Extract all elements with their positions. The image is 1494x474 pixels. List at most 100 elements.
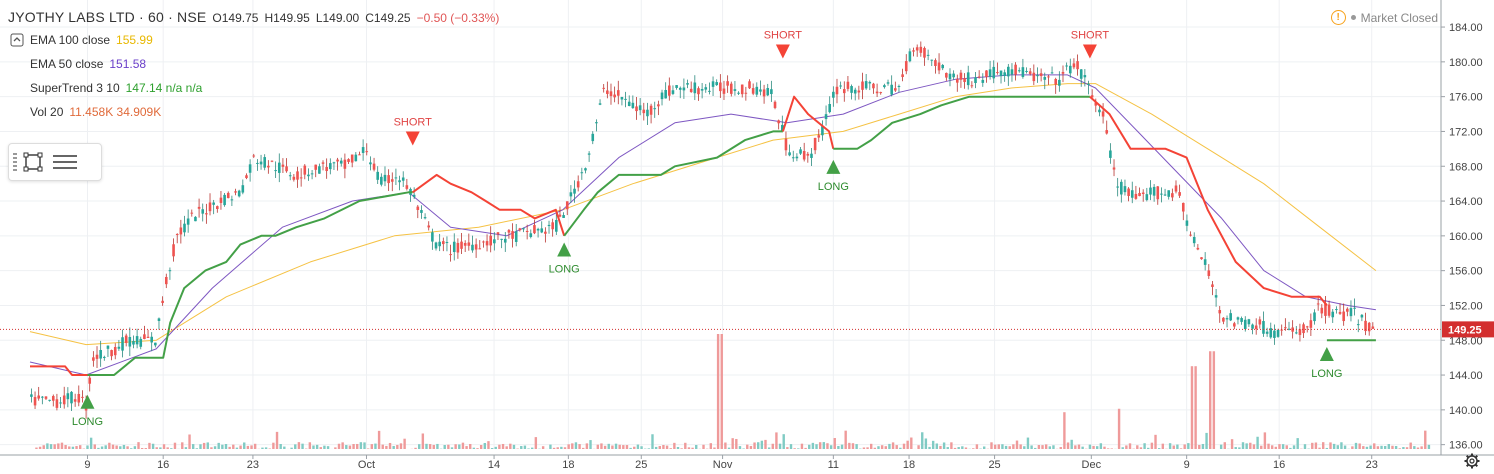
- candle-body: [1068, 65, 1072, 74]
- candle-body: [456, 242, 460, 253]
- volume-bar: [341, 442, 344, 449]
- candle-body: [347, 159, 350, 162]
- volume-bar: [775, 432, 778, 449]
- legend-ema100[interactable]: EMA 100 close 155.99: [10, 33, 153, 47]
- volume-bar: [917, 445, 920, 449]
- volume-bar: [1336, 445, 1339, 449]
- volume-bar: [636, 444, 640, 449]
- drag-handle-icon[interactable]: [13, 153, 17, 171]
- volume-bar: [60, 442, 64, 449]
- volume-bar: [505, 446, 508, 449]
- volume-bar: [687, 447, 691, 449]
- volume-bar: [1026, 437, 1030, 449]
- candle-body: [624, 98, 627, 100]
- legend-volume[interactable]: Vol 20 11.458K 34.909K: [10, 105, 161, 119]
- candle-body: [934, 60, 937, 67]
- volume-bar: [250, 445, 253, 449]
- volume-bar: [1416, 447, 1420, 449]
- candle-body: [489, 235, 492, 246]
- candle-body: [1320, 307, 1324, 314]
- candle-body: [1247, 319, 1251, 325]
- candle-body: [802, 151, 806, 160]
- candle-body: [966, 72, 970, 86]
- volume-bar: [1281, 444, 1285, 449]
- line-style-icon[interactable]: [49, 146, 81, 178]
- volume-bar: [140, 448, 144, 449]
- volume-bar: [895, 445, 898, 449]
- candle-body: [438, 241, 441, 247]
- volume-bar: [487, 441, 490, 449]
- candle-body: [835, 86, 839, 95]
- volume-bar: [315, 444, 319, 449]
- volume-bar: [840, 444, 844, 449]
- volume-bar: [1139, 447, 1143, 449]
- volume-bar: [1190, 366, 1194, 449]
- candle-body: [307, 174, 310, 177]
- volume-bar: [217, 442, 220, 449]
- volume-bar: [1161, 443, 1165, 449]
- candle-body: [1145, 194, 1149, 201]
- candle-body: [81, 396, 84, 398]
- volume-bar: [1245, 443, 1248, 449]
- volume-bar: [1303, 444, 1307, 449]
- volume-bar: [629, 447, 632, 449]
- candle-body: [777, 120, 780, 124]
- gear-icon[interactable]: [1464, 453, 1480, 469]
- rectangle-tool-icon[interactable]: [17, 146, 49, 178]
- candle-body: [1109, 150, 1112, 158]
- market-status[interactable]: ! Market Closed: [1330, 10, 1438, 25]
- volume-bar: [534, 437, 538, 449]
- volume-bar: [1004, 445, 1008, 449]
- volume-bar: [57, 443, 60, 449]
- volume-bar: [38, 446, 42, 449]
- time-tick-label: 14: [488, 459, 500, 471]
- volume-bar: [1048, 446, 1052, 449]
- candle-body: [850, 86, 853, 93]
- volume-bar: [1074, 445, 1077, 449]
- volume-bar: [228, 446, 231, 449]
- legend-ema50[interactable]: EMA 50 close 151.58: [10, 57, 146, 71]
- volume-bar: [563, 447, 567, 449]
- volume-bar: [961, 446, 964, 449]
- volume-bar: [1125, 445, 1128, 449]
- volume-bar: [1008, 446, 1011, 449]
- candle-body: [675, 85, 678, 88]
- volume-bar: [479, 444, 483, 449]
- volume-bar: [910, 437, 913, 449]
- candle-body: [591, 133, 595, 142]
- volume-bar: [148, 442, 151, 449]
- volume-bar: [377, 430, 381, 449]
- candle-body: [926, 54, 930, 56]
- candle-body: [1207, 270, 1211, 276]
- volume-bar: [243, 442, 246, 449]
- candle-body: [1036, 75, 1039, 77]
- time-tick-label: 16: [157, 459, 169, 471]
- candle-body: [1174, 185, 1178, 192]
- volume-bar: [691, 447, 694, 449]
- candle-body: [390, 179, 394, 182]
- volume-bar: [520, 446, 523, 449]
- candle-body: [719, 82, 722, 92]
- volume-bar: [133, 446, 137, 449]
- drawing-toolbox[interactable]: [8, 143, 102, 181]
- candle-body: [584, 168, 587, 171]
- candle-body: [252, 155, 256, 157]
- volume-bar: [326, 446, 330, 449]
- volume-bar: [235, 447, 239, 449]
- candle-body: [766, 87, 770, 96]
- symbol-title[interactable]: JYOTHY LABS LTD · 60 · NSE: [8, 9, 207, 25]
- candle-body: [358, 154, 361, 156]
- legend-supertrend[interactable]: SuperTrend 3 10 147.14 n/a n/a: [10, 81, 202, 95]
- collapse-icon[interactable]: [10, 33, 24, 47]
- candle-body: [139, 338, 143, 347]
- volume-bar: [552, 447, 556, 449]
- warning-icon[interactable]: !: [1330, 10, 1346, 25]
- candle-body: [212, 202, 215, 205]
- candle-body: [431, 232, 434, 242]
- candle-body: [62, 395, 66, 405]
- candle-body: [478, 248, 482, 250]
- volume-bar: [658, 445, 661, 449]
- candle-body: [1342, 311, 1345, 322]
